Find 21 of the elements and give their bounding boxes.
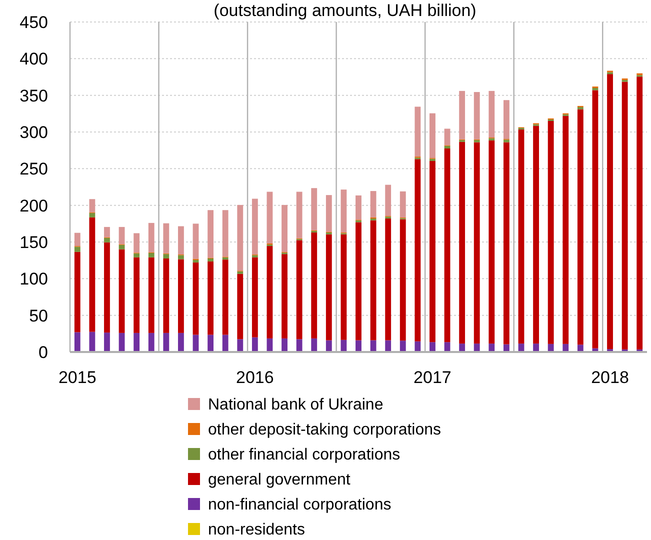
y-tick-label: 400 [20,50,48,69]
y-tick-label: 450 [20,12,48,32]
y-tick-label: 250 [20,160,48,179]
x-tick-label: 2018 [591,368,629,387]
chart-title: (outstanding amounts, UAH billion) [214,1,476,20]
legend-label: other financial corporations [208,446,400,464]
legend-label: non-residents [208,522,305,539]
legend-label: other deposit-taking corporations [208,422,442,439]
y-tick-label: 200 [20,196,48,216]
y-tick-label: 350 [20,86,48,106]
legend-label: non-financial corporations [208,496,392,514]
y-tick-label: 150 [20,232,48,252]
x-tick-label: 2015 [58,368,96,387]
x-tick-label: 2016 [236,368,274,387]
x-tick-label: 2017 [414,368,452,387]
y-tick-label: 0 [38,342,48,362]
y-tick-label: 100 [20,270,48,289]
y-tick-label: 300 [20,122,48,142]
legend-label: National bank of Ukraine [208,396,384,414]
y-tick-label: 50 [29,306,48,326]
legend-label: general government [208,472,351,489]
